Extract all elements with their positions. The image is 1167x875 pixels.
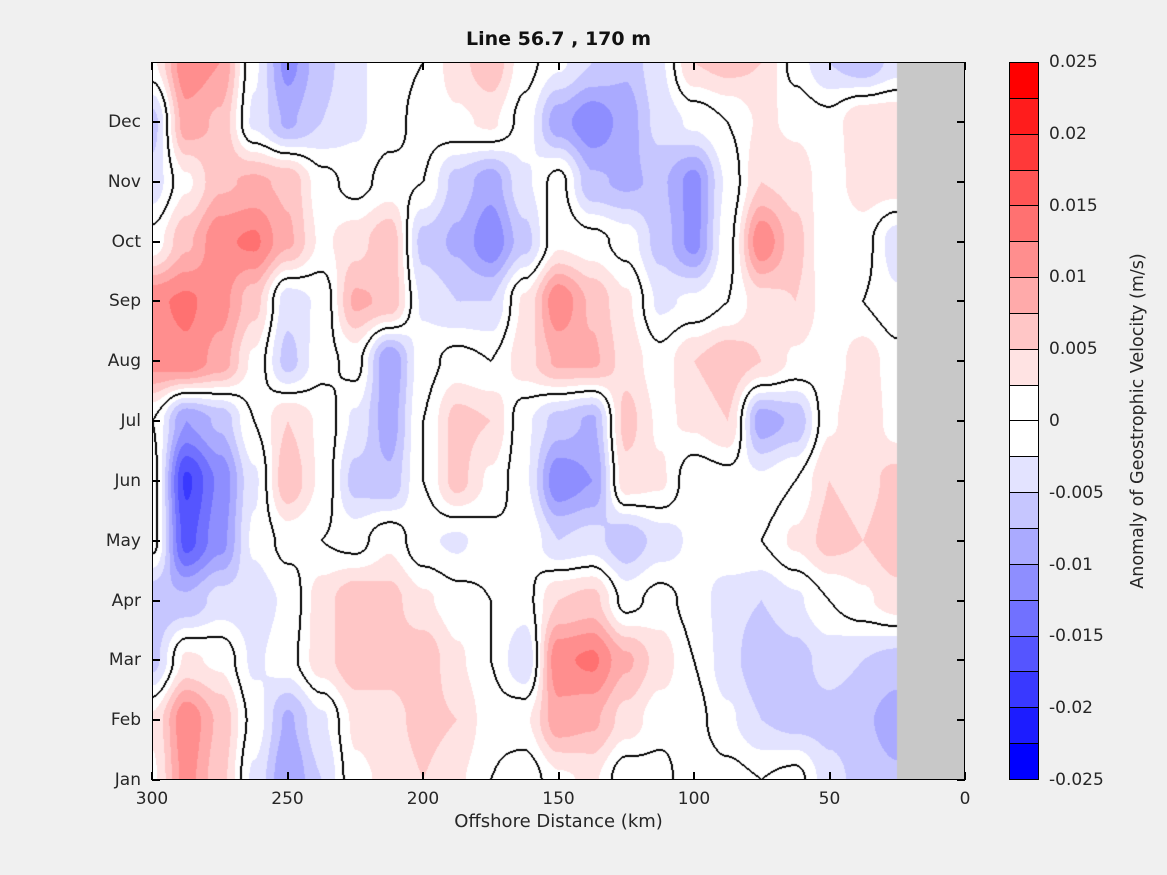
colorbar-tick-label: -0.015: [1049, 626, 1104, 647]
colorbar-segment: [1010, 348, 1038, 385]
y-tick-label: Mar: [108, 650, 141, 671]
y-tick-label: Jan: [114, 770, 141, 790]
y-tick-label: Jun: [114, 470, 141, 491]
y-tick-label: Sep: [108, 291, 141, 312]
colorbar-tick-label: -0.01: [1049, 554, 1093, 575]
colorbar-segment: [1010, 97, 1038, 134]
colorbar-tick-label: -0.005: [1049, 482, 1104, 503]
y-tick-label: Nov: [107, 171, 141, 192]
colorbar-segment: [1010, 635, 1038, 672]
y-tick-label: Feb: [110, 710, 141, 731]
colorbar-segment: [1010, 169, 1038, 206]
x-tick-label: 150: [542, 789, 575, 809]
x-tick-label: 50: [818, 789, 841, 809]
colorbar-segment: [1010, 743, 1038, 779]
x-axis-label: Offshore Distance (km): [454, 811, 663, 832]
colorbar-segment: [1010, 527, 1038, 564]
y-tick-label: Dec: [108, 111, 141, 132]
colorbar-segment: [1010, 277, 1038, 313]
colorbar: [1009, 62, 1039, 780]
colorbar-tick-label: 0.01: [1049, 267, 1087, 288]
colorbar-tick-label: -0.02: [1049, 698, 1093, 719]
colorbar-tick-label: -0.025: [1049, 770, 1104, 790]
y-tick-label: Oct: [111, 231, 141, 252]
y-tick-label: Apr: [111, 590, 141, 611]
colorbar-tick-label: 0: [1049, 411, 1060, 431]
colorbar-segment: [1010, 492, 1038, 528]
colorbar-tick-label: 0.005: [1049, 339, 1098, 360]
colorbar-segment: [1010, 384, 1038, 421]
colorbar-segment: [1010, 671, 1038, 708]
x-tick-label: 250: [271, 789, 304, 809]
colorbar-label: Anomaly of Geostrophic Velocity (m/s): [1128, 253, 1148, 589]
x-tick-label: 300: [135, 789, 169, 809]
y-tick-label: Jul: [120, 411, 141, 431]
colorbar-segment: [1010, 205, 1038, 242]
colorbar-segment: [1010, 420, 1038, 457]
colorbar-segment: [1010, 63, 1038, 98]
contour-axes: Line 56.7 , 170 m 300 250 200 150 100 50 0 Jan…: [106, 28, 971, 832]
colorbar-segment: [1010, 456, 1038, 493]
x-tick-label: 0: [959, 789, 971, 809]
colorbar-tick-label: 0.015: [1049, 195, 1098, 216]
x-tick-label: 100: [677, 789, 711, 809]
colorbar-tick-label: 0.025: [1049, 52, 1098, 72]
colorbar-segment: [1010, 133, 1038, 170]
plot-title: Line 56.7 , 170 m: [465, 28, 652, 50]
colorbar-segment: [1010, 707, 1038, 744]
colorbar-segment: [1010, 241, 1038, 278]
colorbar-segment: [1010, 563, 1038, 600]
y-tick-label: May: [105, 530, 141, 551]
contour-plot-canvas: [152, 62, 965, 780]
colorbar-segment: [1010, 599, 1038, 636]
colorbar-tick-label: 0.02: [1049, 123, 1087, 144]
y-tick-label: Aug: [107, 351, 141, 372]
x-tick-label: 200: [406, 789, 440, 809]
colorbar-segment: [1010, 312, 1038, 349]
